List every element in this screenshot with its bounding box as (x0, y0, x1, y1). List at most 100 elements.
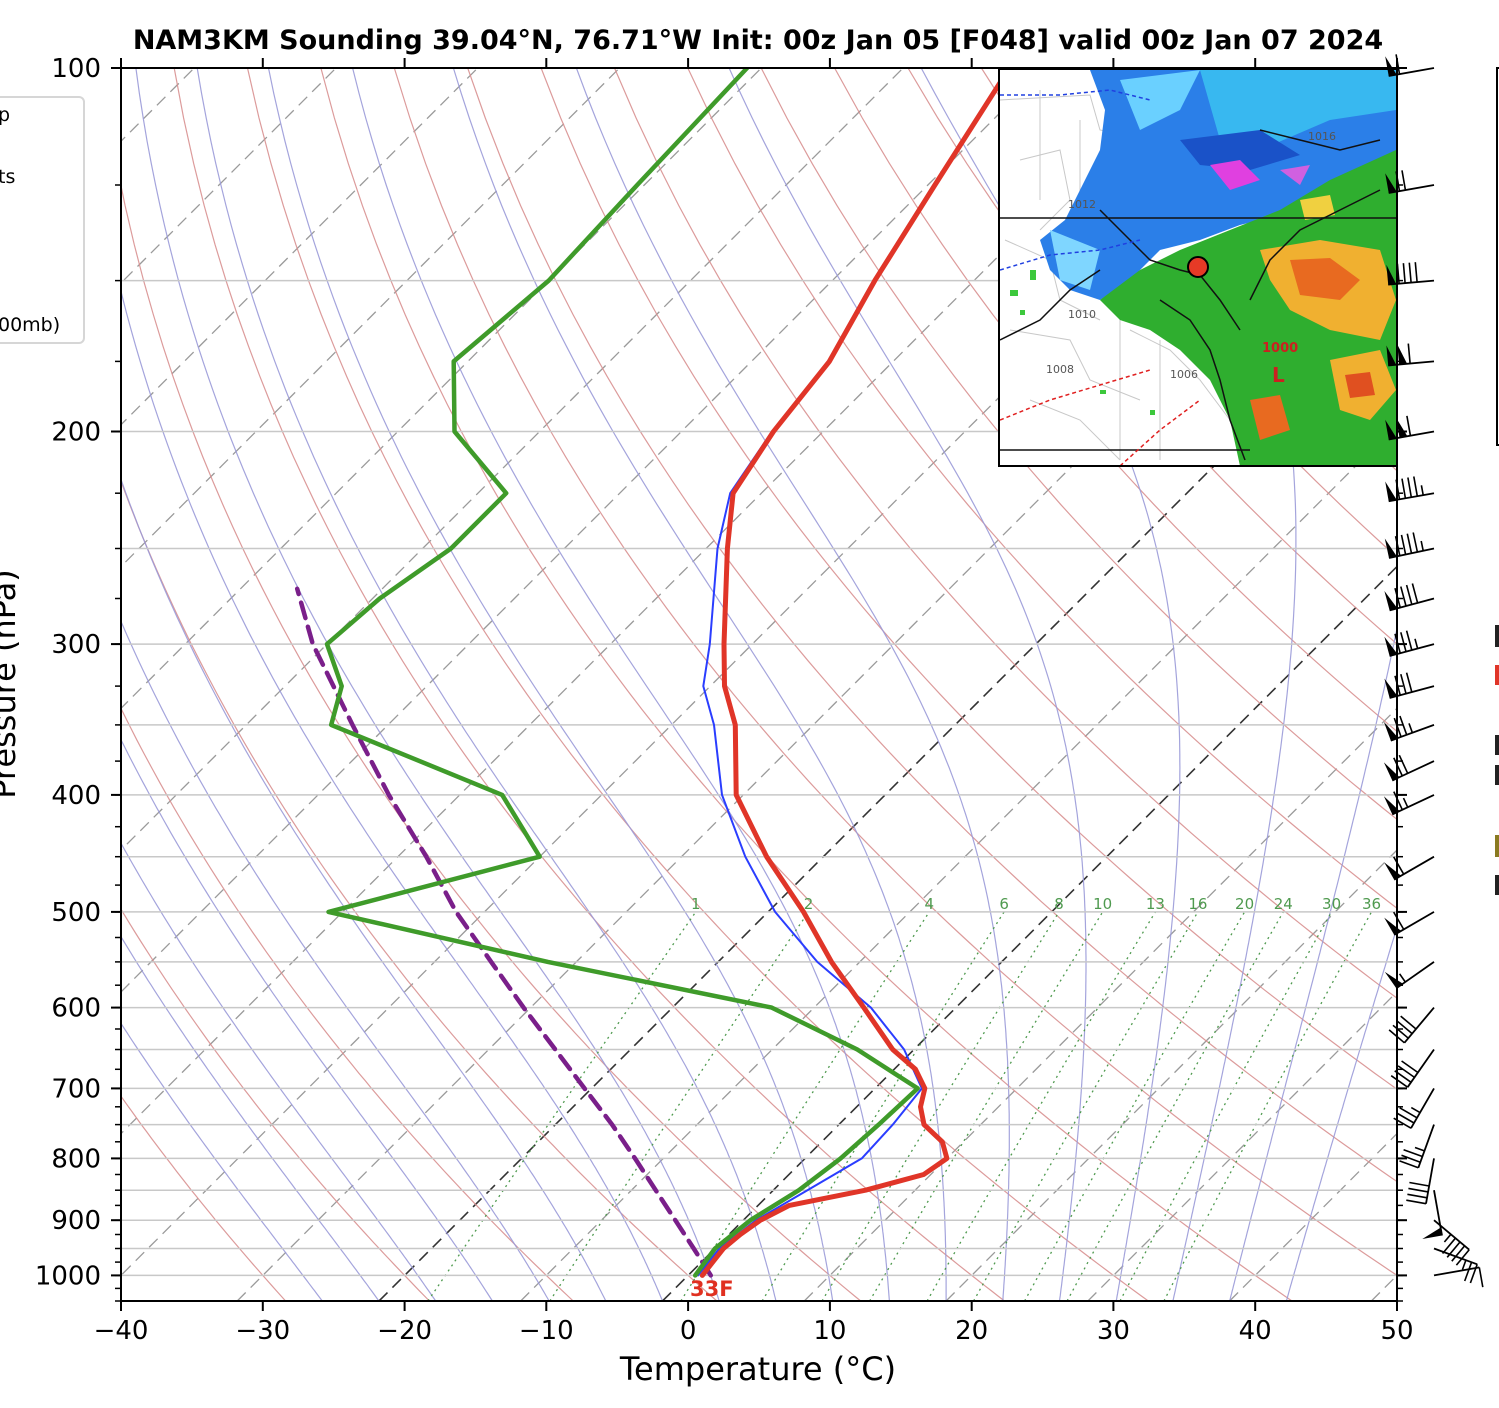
barb-staff (1433, 1247, 1478, 1266)
barb-full (1394, 1070, 1412, 1083)
barb-flag (1384, 636, 1398, 656)
moist-adiabat-line (121, 738, 493, 1301)
wind-barb (1383, 754, 1435, 782)
y-tick-label: 500 (51, 898, 101, 928)
mixing-ratio-line (821, 911, 1060, 1301)
barb-full (1396, 1020, 1413, 1035)
mixing-ratio-line (869, 911, 1104, 1301)
moist-adiabat-line (121, 842, 437, 1301)
map-isobar-label-1016: 1016 (1308, 130, 1336, 143)
barb-full (1394, 587, 1401, 608)
wind-barb (1384, 583, 1435, 612)
wind-barb (1406, 1158, 1435, 1205)
moist-adiabat-line (575, 68, 1010, 1301)
barb-half (1414, 638, 1419, 649)
moist-adiabat-line (121, 620, 550, 1301)
barb-full (1399, 1107, 1418, 1119)
legend-text-3: 00mb) (0, 314, 60, 336)
barb-full (1392, 1024, 1409, 1039)
moist-adiabat-line (1159, 68, 1297, 1301)
barb-flag (1383, 762, 1400, 781)
barb-flag (1384, 678, 1398, 698)
barb-full (1401, 1154, 1421, 1163)
barb-flag (1385, 173, 1397, 193)
barb-flag (1386, 345, 1397, 366)
dry-adiabat-line (1422, 68, 1499, 1301)
moist-adiabat-line (121, 1022, 323, 1301)
barb-staff (1403, 1007, 1435, 1044)
dry-adiabat-line (121, 707, 574, 1301)
barb-half (1408, 723, 1414, 734)
dry-adiabat-line (907, 68, 1397, 645)
wind-barb (1384, 672, 1435, 699)
isotherm-line (520, 423, 1397, 1301)
mixing-ratio-labels: 1 2 4 6 8 10 13 16 20 24 30 36 (691, 895, 1381, 913)
barb-full (1414, 262, 1418, 283)
wind-barb (1384, 911, 1435, 936)
barb-staff (1433, 1219, 1470, 1251)
barb-full (1401, 478, 1407, 499)
barb-staff (1425, 1158, 1435, 1204)
barb-full (1406, 533, 1413, 554)
moist-adiabat-line (196, 68, 777, 1301)
isotherm-line (121, 68, 904, 852)
x-tick-label: −10 (519, 1316, 574, 1346)
barb-full (1413, 476, 1419, 497)
mixing-ratio-line (1024, 911, 1246, 1301)
dry-adiabat-line (540, 68, 1397, 1090)
barb-half (1410, 1106, 1421, 1114)
barb-full (1407, 1193, 1428, 1199)
map-isobar-label-1000: 1000 (1262, 341, 1298, 356)
y-tick-label: 200 (51, 418, 101, 448)
mixing-ratio-label: 24 (1274, 895, 1293, 913)
mixing-ratio-line (973, 911, 1199, 1301)
wind-barb (1385, 415, 1435, 441)
x-tick-label: −20 (377, 1316, 432, 1346)
mixing-ratio-line (549, 911, 810, 1301)
moist-adiabat-line (121, 477, 607, 1301)
moist-adiabat-line (135, 68, 720, 1301)
isotherm-line (121, 68, 1046, 993)
x-tick-label: 50 (1380, 1316, 1413, 1346)
moist-adiabat-line (920, 68, 1181, 1301)
barb-staff (1393, 911, 1435, 936)
map-isobar-label-1010: 1010 (1068, 308, 1096, 321)
wind-barb (1433, 1219, 1470, 1266)
barb-full (1402, 263, 1406, 284)
barb-full (1393, 911, 1405, 930)
barb-staff (1417, 1124, 1435, 1169)
barb-staff (1388, 492, 1435, 503)
dewpoint-trace (324, 68, 920, 1278)
barb-flag (1384, 591, 1398, 611)
mixing-ratio-label: 30 (1322, 895, 1341, 913)
x-tick-label: 0 (680, 1316, 697, 1346)
isotherm-line (121, 68, 762, 710)
isotherm-line (121, 68, 620, 568)
barb-full (1412, 532, 1419, 553)
wind-barb (1384, 855, 1435, 881)
wind-barb (1385, 476, 1435, 503)
barb-full (1399, 1160, 1419, 1169)
barb-full (1400, 534, 1407, 555)
dry-adiabat-line (121, 182, 862, 1301)
barb-full (1394, 536, 1401, 556)
barb-flag (1383, 796, 1400, 815)
barb-full (1400, 586, 1407, 607)
barb-full (1407, 343, 1411, 364)
mixing-ratio-label: 13 (1146, 895, 1165, 913)
wind-barb (1433, 1247, 1478, 1284)
barb-flag (1384, 971, 1403, 989)
barb-full (1403, 1148, 1423, 1158)
barb-full (1405, 630, 1413, 651)
barb-full (1400, 1015, 1417, 1030)
dry-adiabat-line (320, 68, 1293, 1301)
barb-full (1400, 673, 1407, 694)
y-tick-label: 1000 (35, 1261, 101, 1291)
wind-barb (1385, 170, 1435, 194)
mixing-ratio-label: 2 (804, 895, 814, 913)
barb-full (1405, 672, 1413, 693)
barb-full (1411, 583, 1419, 604)
barb-half (1402, 797, 1409, 808)
map-isobar-label-1008: 1008 (1046, 363, 1074, 376)
